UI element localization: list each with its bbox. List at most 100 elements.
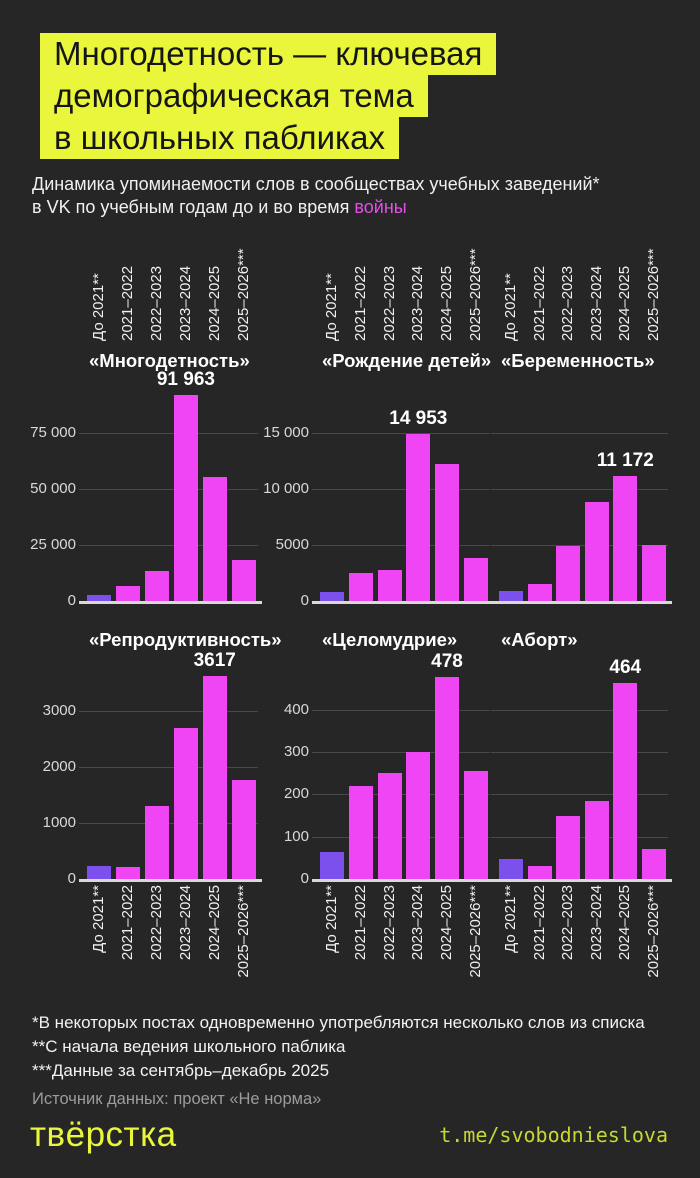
bar (145, 806, 170, 879)
x-axis-label: До 2021** (90, 273, 108, 341)
x-axis-line (491, 601, 672, 604)
x-axis-label: 2024–2025 (438, 885, 455, 961)
x-axis-label: До 2021** (90, 885, 108, 953)
x-axis-line (79, 879, 262, 882)
gridline (79, 767, 258, 769)
bar (499, 591, 524, 601)
gridline (79, 545, 258, 546)
bar (641, 545, 666, 601)
x-axis-label: 2024–2025 (616, 885, 634, 961)
gridline (79, 433, 258, 434)
x-axis-line (312, 601, 494, 604)
bar (584, 502, 609, 601)
verstka-logo: твёрстка (30, 1115, 177, 1154)
y-axis-label: 2000 (42, 758, 76, 776)
subtitle-accent-word: войны (354, 197, 407, 217)
x-axis-label: 2024–2025 (616, 265, 634, 341)
peak-value-label: 91 963 (156, 369, 215, 390)
x-axis-label: 2023–2024 (409, 265, 427, 341)
plot-area: 464 (491, 657, 672, 882)
bar (584, 800, 609, 879)
chart-title: «Аборт» (501, 629, 578, 650)
gridline (491, 433, 668, 435)
chart-title: «Рождение детей» (322, 350, 492, 371)
x-axis-labels: До 2021** 2021–2022 2022–2023 2023–2024 2024… (318, 885, 490, 997)
footnote-2: **С начала ведения школьного паблика (32, 1037, 346, 1056)
y-axis-label: 100 (283, 827, 309, 845)
peak-value-label: 464 (609, 656, 642, 678)
x-axis-label: 2022–2023 (559, 265, 577, 341)
subtitle: Динамика упоминаемости слов в сообщества… (32, 173, 700, 219)
gridline (491, 545, 668, 547)
gridline (79, 489, 258, 490)
footnote-1: *В некоторых постах одновременно употреб… (32, 1013, 645, 1032)
subtitle-line-2: в VK по учебным годам до и во время войн… (32, 196, 700, 219)
y-axis-label: 25 000 (30, 536, 76, 553)
footer: твёрстка t.me/svobodnieslova (30, 1115, 668, 1155)
y-axis-label: 10 000 (263, 480, 309, 498)
gridline (312, 433, 490, 435)
chart-rozhdenie-detey: До 2021** 2021–2022 2022–2023 2023–2024 2024… (263, 219, 494, 609)
bar (87, 594, 112, 601)
bar (202, 476, 227, 601)
bar (406, 433, 431, 601)
bar (435, 464, 459, 601)
chart-title: «Репродуктивность» (89, 629, 282, 650)
bar (463, 558, 488, 601)
x-axis-label: 2023–2024 (176, 885, 194, 961)
chart-title: «Многодетность» (89, 350, 250, 371)
gridline (491, 794, 668, 796)
gridline (491, 709, 668, 711)
bar (435, 676, 459, 879)
x-axis-label: 2023–2024 (587, 885, 605, 961)
bar (349, 573, 373, 601)
plot-area: 0 1000 2000 3000 3617 (43, 650, 262, 887)
footnote-3: ***Данные за сентябрь–декабрь 2025 (32, 1061, 330, 1080)
x-axis-label: 2022–2023 (148, 265, 166, 341)
y-axis-label: 5000 (275, 536, 309, 554)
page-title-line-2: демографическая тема (40, 75, 428, 117)
bar (641, 849, 666, 879)
bar (173, 727, 198, 879)
bar (231, 559, 256, 601)
footnotes: *В некоторых постах одновременно употреб… (32, 1011, 700, 1083)
x-axis-labels: До 2021** 2021–2022 2022–2023 2023–2024 2024… (497, 885, 668, 997)
x-axis-line (491, 879, 672, 882)
x-axis-label: 2025–2026*** (466, 885, 484, 978)
gridline (312, 545, 490, 547)
bar (463, 771, 488, 879)
plot-area: 0 100 200 300 400 478 (284, 651, 494, 887)
page-title: Многодетность — ключевая демографическая… (40, 33, 700, 159)
charts-row-2: «Репродуктивность» 0 1000 2000 3000 3617 До … (0, 629, 700, 997)
bar (87, 865, 112, 879)
y-axis-label: 3000 (42, 702, 76, 720)
chart-beremennost: До 2021** 2021–2022 2022–2023 2023–2024 2024… (491, 219, 672, 604)
bar (116, 586, 141, 601)
x-axis-label: 2024–2025 (205, 885, 223, 961)
x-axis-line (79, 601, 262, 604)
peak-value-label: 14 953 (389, 407, 448, 429)
charts-row-1: До 2021** 2021–2022 2022–2023 2023–2024 2024… (0, 219, 700, 609)
y-axis-label: 1000 (42, 814, 76, 832)
bar (527, 866, 552, 879)
gridline (491, 489, 668, 491)
x-axis-label: 2023–2024 (409, 885, 427, 961)
x-axis-label: 2025–2026*** (644, 248, 662, 341)
data-source-note: Источник данных: проект «Не норма» (32, 1090, 322, 1108)
chart-mnogodetnost: До 2021** 2021–2022 2022–2023 2023–2024 2024… (30, 219, 262, 609)
chart-tselomudrie: «Целомудрие» 0 100 200 300 400 478 До 2021** 2… (284, 629, 494, 997)
y-axis-label: 200 (283, 785, 309, 803)
gridline (491, 752, 668, 754)
bar (377, 569, 402, 601)
y-axis-label: 0 (67, 592, 76, 609)
bar (116, 867, 141, 879)
x-axis-label: 2021–2022 (352, 885, 369, 961)
bar (499, 858, 524, 879)
x-axis-label: 2023–2024 (176, 265, 194, 341)
x-axis-label: 2022–2023 (380, 885, 398, 961)
x-axis-label: 2025–2026*** (234, 248, 252, 341)
chart-reproduktivnost: «Репродуктивность» 0 1000 2000 3000 3617 До … (43, 629, 282, 997)
plot-area: 11 172 (491, 389, 672, 604)
bar (349, 785, 373, 879)
